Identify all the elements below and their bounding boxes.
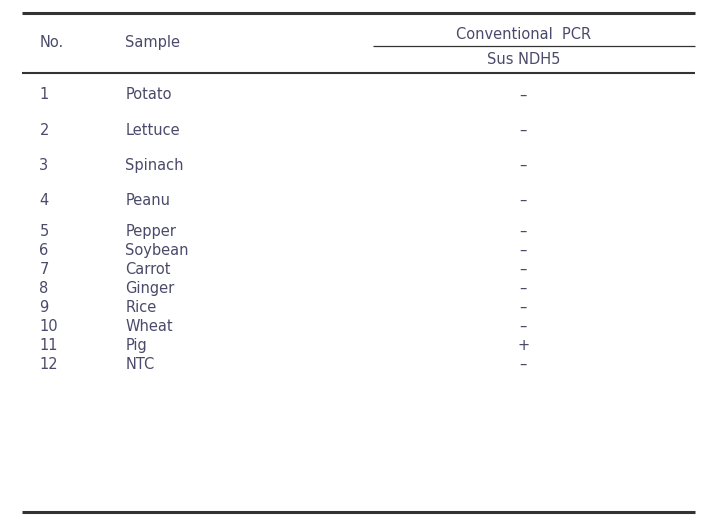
Text: 11: 11 bbox=[39, 338, 58, 353]
Text: Peanu: Peanu bbox=[125, 193, 171, 208]
Text: Pepper: Pepper bbox=[125, 224, 176, 239]
Text: –: – bbox=[520, 281, 527, 296]
Text: 7: 7 bbox=[39, 262, 49, 277]
Text: –: – bbox=[520, 300, 527, 315]
Text: Carrot: Carrot bbox=[125, 262, 171, 277]
Text: Potato: Potato bbox=[125, 87, 172, 102]
Text: 3: 3 bbox=[39, 158, 49, 173]
Text: Conventional  PCR: Conventional PCR bbox=[456, 27, 591, 42]
Text: 2: 2 bbox=[39, 123, 49, 138]
Text: Pig: Pig bbox=[125, 338, 147, 353]
Text: –: – bbox=[520, 357, 527, 372]
Text: Spinach: Spinach bbox=[125, 158, 184, 173]
Text: 10: 10 bbox=[39, 319, 58, 334]
Text: Ginger: Ginger bbox=[125, 281, 175, 296]
Text: 12: 12 bbox=[39, 357, 58, 372]
Text: 6: 6 bbox=[39, 243, 49, 258]
Text: Rice: Rice bbox=[125, 300, 157, 315]
Text: 8: 8 bbox=[39, 281, 49, 296]
Text: 9: 9 bbox=[39, 300, 49, 315]
Text: –: – bbox=[520, 262, 527, 277]
Text: 4: 4 bbox=[39, 193, 49, 208]
Text: –: – bbox=[520, 319, 527, 334]
Text: Lettuce: Lettuce bbox=[125, 123, 180, 138]
Text: –: – bbox=[520, 243, 527, 258]
Text: Wheat: Wheat bbox=[125, 319, 173, 334]
Text: –: – bbox=[520, 123, 527, 138]
Text: –: – bbox=[520, 87, 527, 102]
Text: Sus NDH5: Sus NDH5 bbox=[487, 52, 560, 66]
Text: No.: No. bbox=[39, 35, 64, 51]
Text: –: – bbox=[520, 224, 527, 239]
Text: +: + bbox=[518, 338, 529, 353]
Text: 1: 1 bbox=[39, 87, 49, 102]
Text: 5: 5 bbox=[39, 224, 49, 239]
Text: –: – bbox=[520, 158, 527, 173]
Text: Sample: Sample bbox=[125, 35, 181, 51]
Text: Soybean: Soybean bbox=[125, 243, 189, 258]
Text: –: – bbox=[520, 193, 527, 208]
Text: NTC: NTC bbox=[125, 357, 155, 372]
